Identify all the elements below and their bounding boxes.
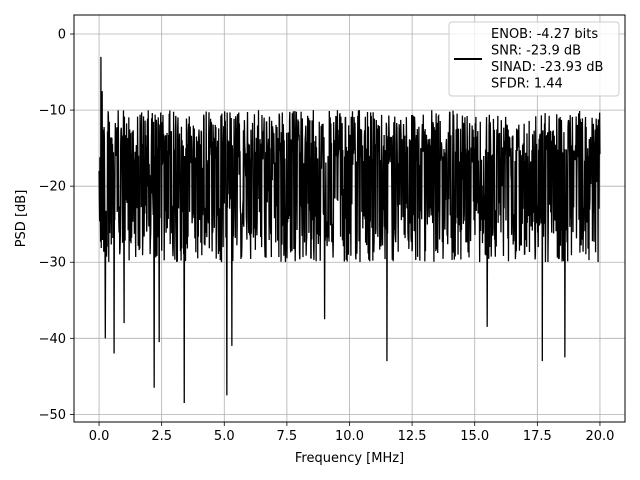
legend-entry-sinad: SINAD: -23.93 dB [491, 60, 603, 75]
ticks-layer: 0.0 2.5 5.0 7.5 10.0 12.5 15.0 17.5 20.0 0 −10 −20 −… [39, 28, 615, 444]
psd-series-line [98, 56, 601, 403]
y-tick-label: 0 [58, 28, 66, 43]
y-tick-label: −40 [39, 332, 66, 347]
y-tick-label: −30 [39, 256, 66, 271]
legend: ENOB: -4.27 bits SNR: -23.9 dB SINAD: -2… [448, 21, 620, 97]
x-axis-label: Frequency [MHz] [295, 451, 404, 466]
y-axis-label: PSD [dB] [14, 190, 29, 248]
y-tick-label: −50 [39, 408, 66, 423]
legend-box [448, 21, 620, 97]
legend-entry-enob: ENOB: -4.27 bits [491, 27, 598, 42]
legend-entry-sfdr: SFDR: 1.44 [491, 77, 563, 92]
y-tick-label: −10 [39, 104, 66, 119]
x-tick-label: 17.5 [523, 429, 552, 444]
x-tick-label: 0.0 [89, 429, 110, 444]
x-tick-label: 10.0 [335, 429, 364, 444]
x-tick-label: 5.0 [214, 429, 235, 444]
x-tick-label: 7.5 [277, 429, 298, 444]
x-tick-label: 20.0 [585, 429, 614, 444]
y-tick-label: −20 [39, 180, 66, 195]
plot-layer [98, 56, 601, 403]
x-tick-label: 2.5 [151, 429, 172, 444]
legend-entry-snr: SNR: -23.9 dB [491, 44, 581, 59]
x-tick-label: 12.5 [398, 429, 427, 444]
x-tick-label: 15.0 [460, 429, 489, 444]
